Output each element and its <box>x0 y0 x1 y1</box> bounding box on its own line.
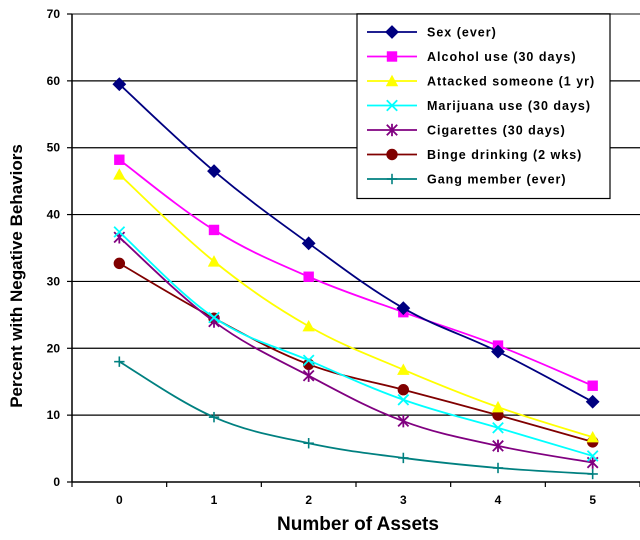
y-axis-ticks: 0 10 20 30 40 50 60 70 <box>47 7 72 489</box>
data-point <box>113 257 126 270</box>
legend-marker <box>386 51 398 62</box>
legend-marker <box>386 148 398 161</box>
data-point <box>303 271 314 282</box>
legend-marker <box>386 173 398 185</box>
data-point <box>492 439 504 453</box>
data-point <box>114 154 125 165</box>
data-point <box>302 369 315 382</box>
data-point <box>585 394 600 409</box>
data-point <box>396 301 411 316</box>
x-tick-label: 4 <box>495 493 502 507</box>
y-tick-label: 60 <box>47 74 61 88</box>
legend-item: Gang member (ever) <box>367 173 567 187</box>
legend-marker <box>385 74 399 87</box>
marker-stroke <box>113 226 126 238</box>
data-point <box>397 363 410 375</box>
data-point <box>207 255 221 267</box>
series-line <box>118 159 594 387</box>
legend-marker <box>385 25 399 39</box>
legend-label: Binge drinking (2 wks) <box>427 148 582 162</box>
x-tick-label: 1 <box>211 493 218 507</box>
data-point <box>208 224 220 236</box>
data-point <box>208 411 220 423</box>
data-point <box>492 422 504 434</box>
legend-label: Cigarettes (30 days) <box>427 124 566 138</box>
series-line <box>118 231 593 457</box>
data-point <box>492 462 504 474</box>
x-tick-label: 2 <box>305 493 312 507</box>
data-point <box>113 226 126 238</box>
series-6 <box>114 356 598 480</box>
series-line <box>118 83 594 403</box>
data-point <box>397 384 410 396</box>
legend-label: Alcohol use (30 days) <box>427 50 577 64</box>
data-point <box>208 311 220 324</box>
x-axis-ticks: 0 1 2 3 4 5 <box>71 482 640 507</box>
marker-stroke <box>302 354 315 367</box>
series-line <box>118 360 593 475</box>
y-tick-label: 10 <box>47 408 61 422</box>
x-axis-title: Number of Assets <box>277 514 439 535</box>
y-tick-label: 50 <box>47 141 61 155</box>
data-point <box>586 431 599 443</box>
data-point <box>113 168 126 180</box>
data-point <box>301 236 316 251</box>
legend-label: Attacked someone (1 yr) <box>427 75 595 89</box>
legend: Sex (ever) Alcohol use (30 days) Attacked … <box>356 13 611 200</box>
data-point <box>491 400 505 413</box>
series-2 <box>113 168 599 443</box>
legend-item: Attacked someone (1 yr) <box>367 74 595 89</box>
y-tick-label: 0 <box>53 475 60 489</box>
legend-marker <box>386 99 398 112</box>
y-axis-title: Percent with Negative Behaviors <box>7 144 26 408</box>
data-point <box>587 380 598 391</box>
data-point <box>302 320 315 332</box>
marker-stroke <box>397 393 410 406</box>
data-point <box>398 452 409 464</box>
legend-item: Binge drinking (2 wks) <box>367 148 582 162</box>
legend-label: Marijuana use (30 days) <box>427 99 591 113</box>
data-point <box>112 77 127 92</box>
marker-stroke <box>386 99 398 112</box>
series-0 <box>112 77 600 409</box>
data-point <box>397 393 410 406</box>
y-tick-label: 40 <box>47 208 61 222</box>
legend-label: Gang member (ever) <box>427 173 567 187</box>
x-tick-label: 3 <box>400 493 407 507</box>
legend-label: Sex (ever) <box>427 26 497 40</box>
data-point <box>491 344 505 359</box>
legend-item: Alcohol use (30 days) <box>367 50 577 64</box>
data-point <box>302 354 315 367</box>
marker-stroke <box>492 422 504 434</box>
data-point <box>587 468 598 480</box>
series-line <box>118 236 593 464</box>
y-tick-label: 70 <box>47 7 61 21</box>
legend-marker <box>386 123 398 137</box>
legend-item: Sex (ever) <box>367 25 497 40</box>
y-tick-label: 20 <box>47 341 61 355</box>
x-tick-label: 5 <box>589 493 596 507</box>
data-point <box>303 438 314 449</box>
legend-item: Cigarettes (30 days) <box>367 123 566 138</box>
data-point <box>114 356 125 367</box>
y-tick-label: 30 <box>47 274 61 288</box>
data-point <box>397 414 410 428</box>
legend-item: Marijuana use (30 days) <box>367 99 591 113</box>
data-point <box>207 164 221 179</box>
marker-stroke <box>208 311 220 324</box>
series-group <box>112 77 600 480</box>
data-point <box>586 450 599 462</box>
series-3 <box>113 226 599 462</box>
x-tick-label: 0 <box>116 493 123 507</box>
marker-stroke <box>586 450 599 462</box>
